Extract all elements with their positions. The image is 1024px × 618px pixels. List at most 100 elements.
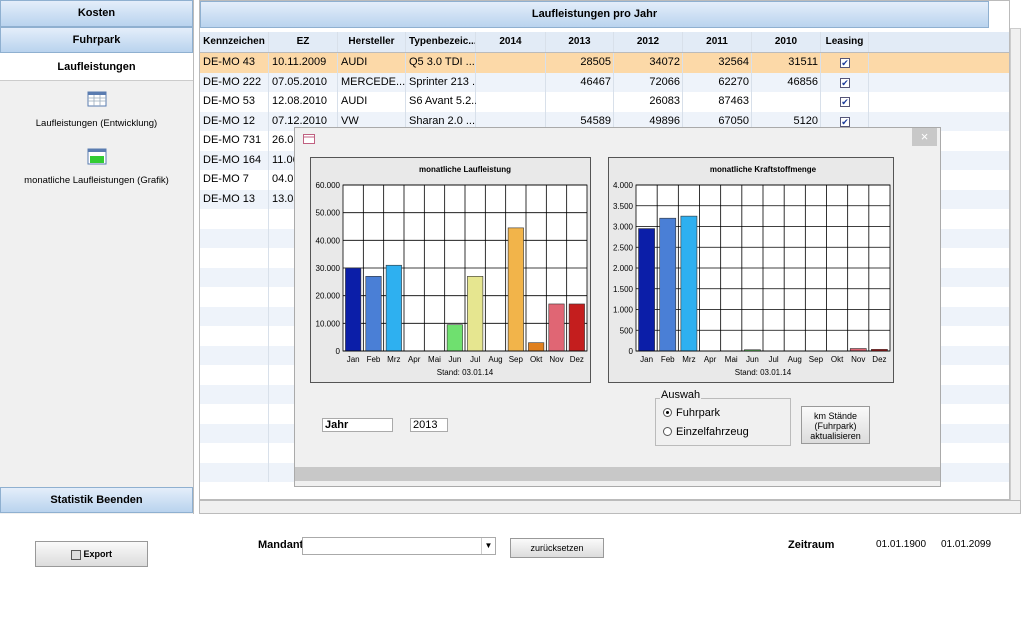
cell-text: 54589 [580,114,611,127]
column-header: 2014 [476,32,546,52]
mandant-select[interactable]: ▼ [302,537,496,555]
status-strip [295,467,940,481]
cell-text: 12.08.2010 [272,95,328,107]
plot-border [635,184,891,352]
column-header: Hersteller [338,32,406,52]
row: DE-MO 222 07.05.2010 MERCEDE... Sprinter 21… [200,72,1009,92]
period-from: 01.01.1900 [876,539,927,550]
cell-text: Sprinter 213 ... [409,75,476,88]
x-tick-label: Jul [768,355,778,364]
button-line: km Stände [813,411,858,421]
bar [507,227,524,352]
cell-text: 62270 [718,75,749,88]
cell-text: DE-MO 222 [203,75,262,88]
cell-text: 5120 [793,114,818,127]
checkbox[interactable]: ✔ [840,58,850,68]
y-tick-label: 2.000 [613,264,634,273]
nav-item[interactable]: Laufleistungen (Entwicklung) [35,118,158,129]
cell-frame [614,111,683,131]
radio-label: Fuhrpark [676,407,721,419]
x-tick-label: Mai [725,355,738,364]
cell-text: 87463 [718,95,749,107]
x-tick-label: Mrz [682,355,695,364]
cell-frame [406,111,476,131]
x-tick-label: Feb [661,355,675,364]
bar [446,324,463,352]
cell-frame [269,92,338,112]
close-button[interactable]: × [912,128,937,146]
cell-frame [546,72,614,92]
y-tick-label: 0 [629,347,634,356]
cell-text: 07.05.2010 [272,75,328,88]
cell-frame [476,111,546,131]
cell-frame [683,92,752,112]
cell-frame [752,92,821,112]
cell-frame [338,111,406,131]
year-input[interactable]: 2013 [410,418,448,432]
radio[interactable] [663,408,672,417]
button-line: aktualisieren [810,431,861,441]
cell-frame [338,53,406,73]
cell-text: 31511 [788,56,818,68]
cell-frame [200,53,269,73]
row: DE-MO 43 10.11.2009 AUDI Q5 3.0 TDI ... 2850… [200,53,1009,73]
cell-text: AUDI [341,95,368,107]
cell-text: 04.07 [272,173,300,185]
exit-button[interactable]: Statistik Beenden [0,487,193,513]
menu-button[interactable]: Kosten [0,0,193,27]
checkbox[interactable]: ✔ [840,116,850,127]
radio[interactable] [663,427,672,436]
icon [70,549,81,560]
nav-item[interactable]: monatliche Laufleistungen (Grafik) [24,175,169,186]
checkbox[interactable]: ✔ [840,97,850,107]
scrollbar[interactable] [199,500,1021,514]
cell-text: VW [341,114,359,127]
x-tick-label: Jun [448,355,461,364]
bar [528,342,545,352]
x-tick-label: Aug [488,355,502,364]
cell-frame [200,345,269,365]
x-tick-label: Aug [788,355,802,364]
period-to: 01.01.2099 [941,539,992,550]
cell-frame [200,267,269,287]
cell-frame [476,53,546,73]
bar [680,215,698,352]
cell-text: 34072 [649,56,680,68]
cell-text: AUDI [341,56,368,68]
y-tick-label: 50.000 [316,209,341,218]
export-button[interactable]: Export [35,541,148,567]
chart-note: Stand: 03.01.14 [437,368,494,377]
bar [568,303,585,352]
cell-text: DE-MO 731 [203,134,262,146]
cell-frame [614,72,683,92]
cell-text: 32564 [718,56,749,68]
cell-frame [200,92,269,112]
icon [87,148,107,165]
cell-frame [200,228,269,248]
grid-title: Laufleistungen pro Jahr [200,1,989,28]
x-tick-label: Apr [408,355,421,364]
group-label: Auswah [660,389,702,401]
x-tick-label: Dez [570,355,584,364]
cell-frame [338,72,406,92]
reset-button[interactable]: zurücksetzen [510,538,604,558]
cell-frame [546,111,614,131]
chart-title: monatliche Kraftstoffmenge [710,165,817,174]
cell-frame [546,92,614,112]
row: DE-MO 12 07.12.2010 VW Sharan 2.0 ... 54589 4… [200,111,1009,131]
year-label: Jahr [322,418,393,432]
cell-frame [200,365,269,385]
y-tick-label: 500 [620,326,634,335]
checkbox[interactable]: ✔ [840,77,850,88]
scrollbar[interactable] [1010,28,1021,501]
column-header: 2012 [614,32,683,52]
x-tick-label: Nov [549,355,563,364]
cell-frame [269,111,338,131]
menu-button-active[interactable]: Laufleistungen [0,53,193,81]
chart-title: monatliche Laufleistung [419,165,511,174]
bar [638,228,655,352]
menu-button[interactable]: Fuhrpark [0,27,193,53]
cell-frame [821,53,869,73]
update-button[interactable]: km Stände (Fuhrpark) aktualisieren [801,406,870,444]
